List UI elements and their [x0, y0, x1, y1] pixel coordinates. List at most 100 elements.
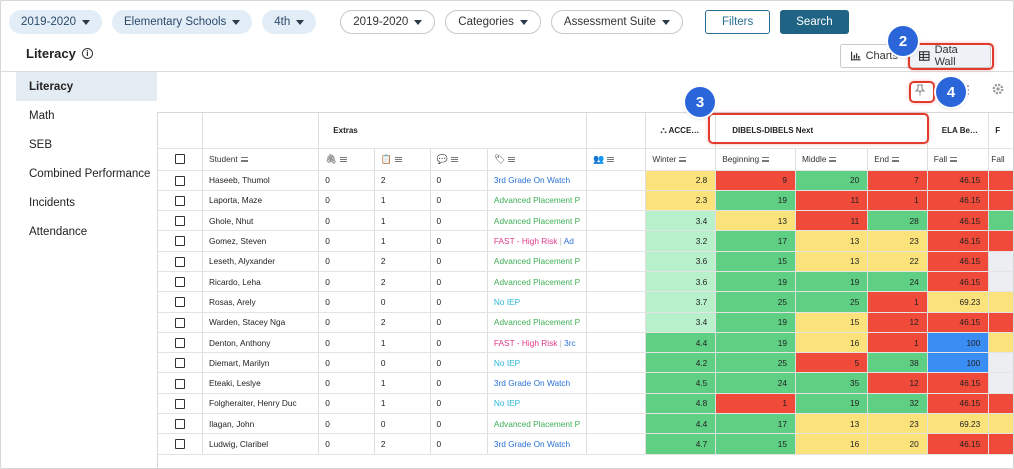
- row-checkbox[interactable]: [175, 337, 186, 348]
- column-header-end[interactable]: End: [867, 148, 928, 171]
- fall-score-cell[interactable]: 69.23: [927, 291, 990, 313]
- fall-2-score-cell[interactable]: [988, 413, 1013, 435]
- tag-cell[interactable]: FAST - High Risk | Ad: [487, 230, 588, 252]
- tag-cell[interactable]: Advanced Placement P: [487, 413, 588, 435]
- fall-score-cell[interactable]: 46.15: [927, 170, 990, 191]
- fall-score-cell[interactable]: 46.15: [927, 312, 990, 333]
- row-checkbox[interactable]: [175, 277, 186, 288]
- row-checkbox[interactable]: [175, 175, 186, 186]
- fall-2-score-cell[interactable]: [988, 433, 1013, 455]
- assessment-suite-filter[interactable]: Assessment Suite: [550, 10, 683, 34]
- end-score-cell[interactable]: 1: [867, 332, 928, 354]
- student-name-cell[interactable]: Gomez, Steven: [202, 230, 320, 252]
- fall-2-score-cell[interactable]: [988, 210, 1013, 232]
- column-menu-icon[interactable]: [240, 157, 248, 163]
- tag-cell[interactable]: Advanced Placement P: [487, 312, 588, 333]
- categories-filter[interactable]: Categories: [445, 10, 541, 34]
- assessment-year-filter[interactable]: 2019-2020: [340, 10, 436, 34]
- fall-score-cell[interactable]: 46.15: [927, 393, 990, 415]
- column-menu-icon[interactable]: [950, 157, 958, 163]
- school-filter[interactable]: Elementary Schools: [112, 10, 253, 34]
- more-vertical-icon[interactable]: [966, 84, 970, 96]
- row-checkbox[interactable]: [175, 236, 186, 247]
- middle-score-cell[interactable]: 25: [795, 291, 869, 313]
- tag-cell[interactable]: No IEP: [487, 393, 588, 415]
- beginning-score-cell[interactable]: 9: [715, 170, 796, 191]
- column-header-student[interactable]: Student: [202, 148, 320, 171]
- filters-button[interactable]: Filters: [704, 10, 771, 34]
- column-header-middle[interactable]: Middle: [795, 148, 869, 171]
- student-name-cell[interactable]: Eteaki, Leslye: [202, 372, 320, 394]
- info-icon[interactable]: i: [81, 48, 93, 59]
- student-name-cell[interactable]: Denton, Anthony: [202, 332, 320, 354]
- fall-2-score-cell[interactable]: [988, 312, 1013, 333]
- winter-score-cell[interactable]: 3.7: [645, 291, 717, 313]
- end-score-cell[interactable]: 38: [867, 352, 928, 374]
- column-header-clipboard[interactable]: 📋: [374, 148, 431, 171]
- winter-score-cell[interactable]: 2.8: [645, 170, 717, 191]
- fall-score-cell[interactable]: 46.15: [927, 230, 990, 252]
- beginning-score-cell[interactable]: 13: [715, 210, 796, 232]
- fall-score-cell[interactable]: 46.15: [927, 210, 990, 232]
- end-score-cell[interactable]: 12: [867, 372, 928, 394]
- tag-cell[interactable]: No IEP: [487, 352, 588, 374]
- fall-2-score-cell[interactable]: [988, 291, 1013, 313]
- column-header-winter[interactable]: Winter: [645, 148, 717, 171]
- winter-score-cell[interactable]: 3.4: [645, 210, 717, 232]
- column-menu-icon[interactable]: [508, 156, 516, 162]
- fall-2-score-cell[interactable]: [988, 271, 1013, 293]
- end-score-cell[interactable]: 7: [867, 170, 928, 191]
- winter-score-cell[interactable]: 3.6: [645, 271, 717, 293]
- fall-score-cell[interactable]: 100: [927, 352, 990, 374]
- column-menu-icon[interactable]: [339, 156, 347, 162]
- tag-cell[interactable]: Advanced Placement P: [487, 271, 588, 293]
- tag-cell[interactable]: Advanced Placement P: [487, 251, 588, 272]
- tag-cell[interactable]: 3rd Grade On Watch: [487, 433, 588, 455]
- middle-score-cell[interactable]: 19: [795, 271, 869, 293]
- grade-filter[interactable]: 4th: [262, 10, 317, 34]
- middle-score-cell[interactable]: 5: [795, 352, 869, 374]
- row-checkbox[interactable]: [175, 216, 186, 227]
- sidebar-item-combined-performance[interactable]: Combined Performance: [29, 167, 151, 180]
- row-checkbox[interactable]: [175, 378, 186, 389]
- middle-score-cell[interactable]: 11: [795, 210, 869, 232]
- student-name-cell[interactable]: Rosas, Arely: [202, 291, 320, 313]
- fall-2-score-cell[interactable]: [988, 393, 1013, 415]
- fall-score-cell[interactable]: 100: [927, 332, 990, 354]
- fall-score-cell[interactable]: 46.15: [927, 372, 990, 394]
- beginning-score-cell[interactable]: 25: [715, 352, 796, 374]
- student-name-cell[interactable]: Leseth, Alyxander: [202, 251, 320, 272]
- sidebar-item-literacy[interactable]: Literacy: [16, 72, 157, 101]
- winter-score-cell[interactable]: 4.4: [645, 413, 717, 435]
- column-header-fall[interactable]: Fall: [927, 148, 990, 171]
- fall-score-cell[interactable]: 46.15: [927, 433, 990, 455]
- fall-2-score-cell[interactable]: [988, 372, 1013, 394]
- winter-score-cell[interactable]: 4.4: [645, 332, 717, 354]
- gear-icon[interactable]: [992, 83, 1004, 95]
- row-checkbox[interactable]: [175, 256, 186, 267]
- student-name-cell[interactable]: Diemart, Marilyn: [202, 352, 320, 374]
- end-score-cell[interactable]: 23: [867, 230, 928, 252]
- tag-cell[interactable]: Advanced Placement P: [487, 210, 588, 232]
- fall-2-score-cell[interactable]: [988, 190, 1013, 212]
- student-name-cell[interactable]: Laporta, Maze: [202, 190, 320, 212]
- column-header-groups[interactable]: 👥: [586, 148, 647, 171]
- pin-icon[interactable]: [915, 84, 925, 96]
- column-menu-icon[interactable]: [395, 156, 403, 162]
- middle-score-cell[interactable]: 20: [795, 170, 869, 191]
- beginning-score-cell[interactable]: 17: [715, 413, 796, 435]
- middle-score-cell[interactable]: 15: [795, 312, 869, 333]
- middle-score-cell[interactable]: 16: [795, 433, 869, 455]
- end-score-cell[interactable]: 28: [867, 210, 928, 232]
- beginning-score-cell[interactable]: 24: [715, 372, 796, 394]
- beginning-score-cell[interactable]: 15: [715, 251, 796, 272]
- tag-cell[interactable]: 3rd Grade On Watch: [487, 372, 588, 394]
- tag-cell[interactable]: Advanced Placement P: [487, 190, 588, 212]
- beginning-score-cell[interactable]: 1: [715, 393, 796, 415]
- middle-score-cell[interactable]: 13: [795, 230, 869, 252]
- winter-score-cell[interactable]: 4.8: [645, 393, 717, 415]
- winter-score-cell[interactable]: 2.3: [645, 190, 717, 212]
- column-menu-icon[interactable]: [450, 156, 458, 162]
- fall-2-score-cell[interactable]: [988, 230, 1013, 252]
- school-year-filter[interactable]: 2019-2020: [9, 10, 102, 34]
